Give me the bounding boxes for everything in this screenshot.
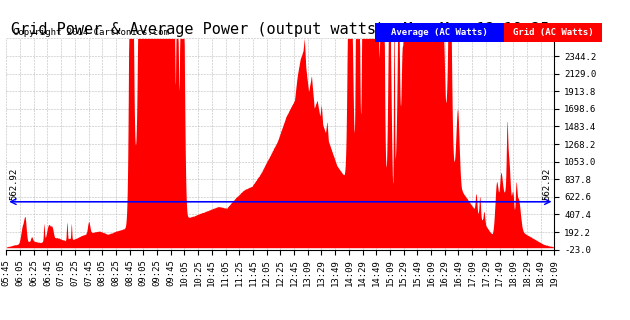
Title: Grid Power & Average Power (output watts)  Mon May 12 19:25: Grid Power & Average Power (output watts… <box>11 22 549 37</box>
Text: 562.92: 562.92 <box>542 168 552 200</box>
Text: Copyright 2014 Cartronics.com: Copyright 2014 Cartronics.com <box>13 28 168 37</box>
Text: 562.92: 562.92 <box>9 168 18 200</box>
Text: Grid (AC Watts): Grid (AC Watts) <box>513 28 593 37</box>
Text: Average (AC Watts): Average (AC Watts) <box>391 28 488 37</box>
